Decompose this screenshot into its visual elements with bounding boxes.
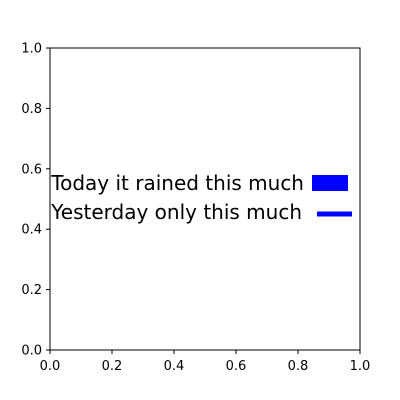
legend-label-yesterday: Yesterday only this much bbox=[50, 200, 302, 224]
x-tick-label: 0.2 bbox=[102, 359, 123, 374]
x-tick-label: 0.0 bbox=[40, 359, 61, 374]
y-tick-label: 1.0 bbox=[21, 42, 42, 57]
legend: Today it rained this much Yesterday only… bbox=[50, 171, 352, 224]
x-tick-label: 0.8 bbox=[288, 359, 309, 374]
y-tick-label: 0.8 bbox=[21, 102, 42, 117]
x-tick-label: 0.6 bbox=[226, 359, 247, 374]
plot-area bbox=[50, 48, 360, 350]
x-tick-label: 0.4 bbox=[164, 359, 185, 374]
x-tick-label: 1.0 bbox=[350, 359, 371, 374]
plot-frame bbox=[49, 47, 361, 351]
y-axis: 0.0 0.2 0.4 0.6 0.8 1.0 bbox=[21, 42, 50, 359]
legend-swatch-today bbox=[312, 175, 348, 191]
legend-label-today: Today it rained this much bbox=[50, 171, 304, 195]
y-tick-label: 0.2 bbox=[21, 283, 42, 298]
y-tick-label: 0.0 bbox=[21, 344, 42, 359]
y-tick-label: 0.6 bbox=[21, 162, 42, 177]
y-tick-label: 0.4 bbox=[21, 223, 42, 238]
x-axis: 0.0 0.2 0.4 0.6 0.8 1.0 bbox=[40, 350, 371, 374]
